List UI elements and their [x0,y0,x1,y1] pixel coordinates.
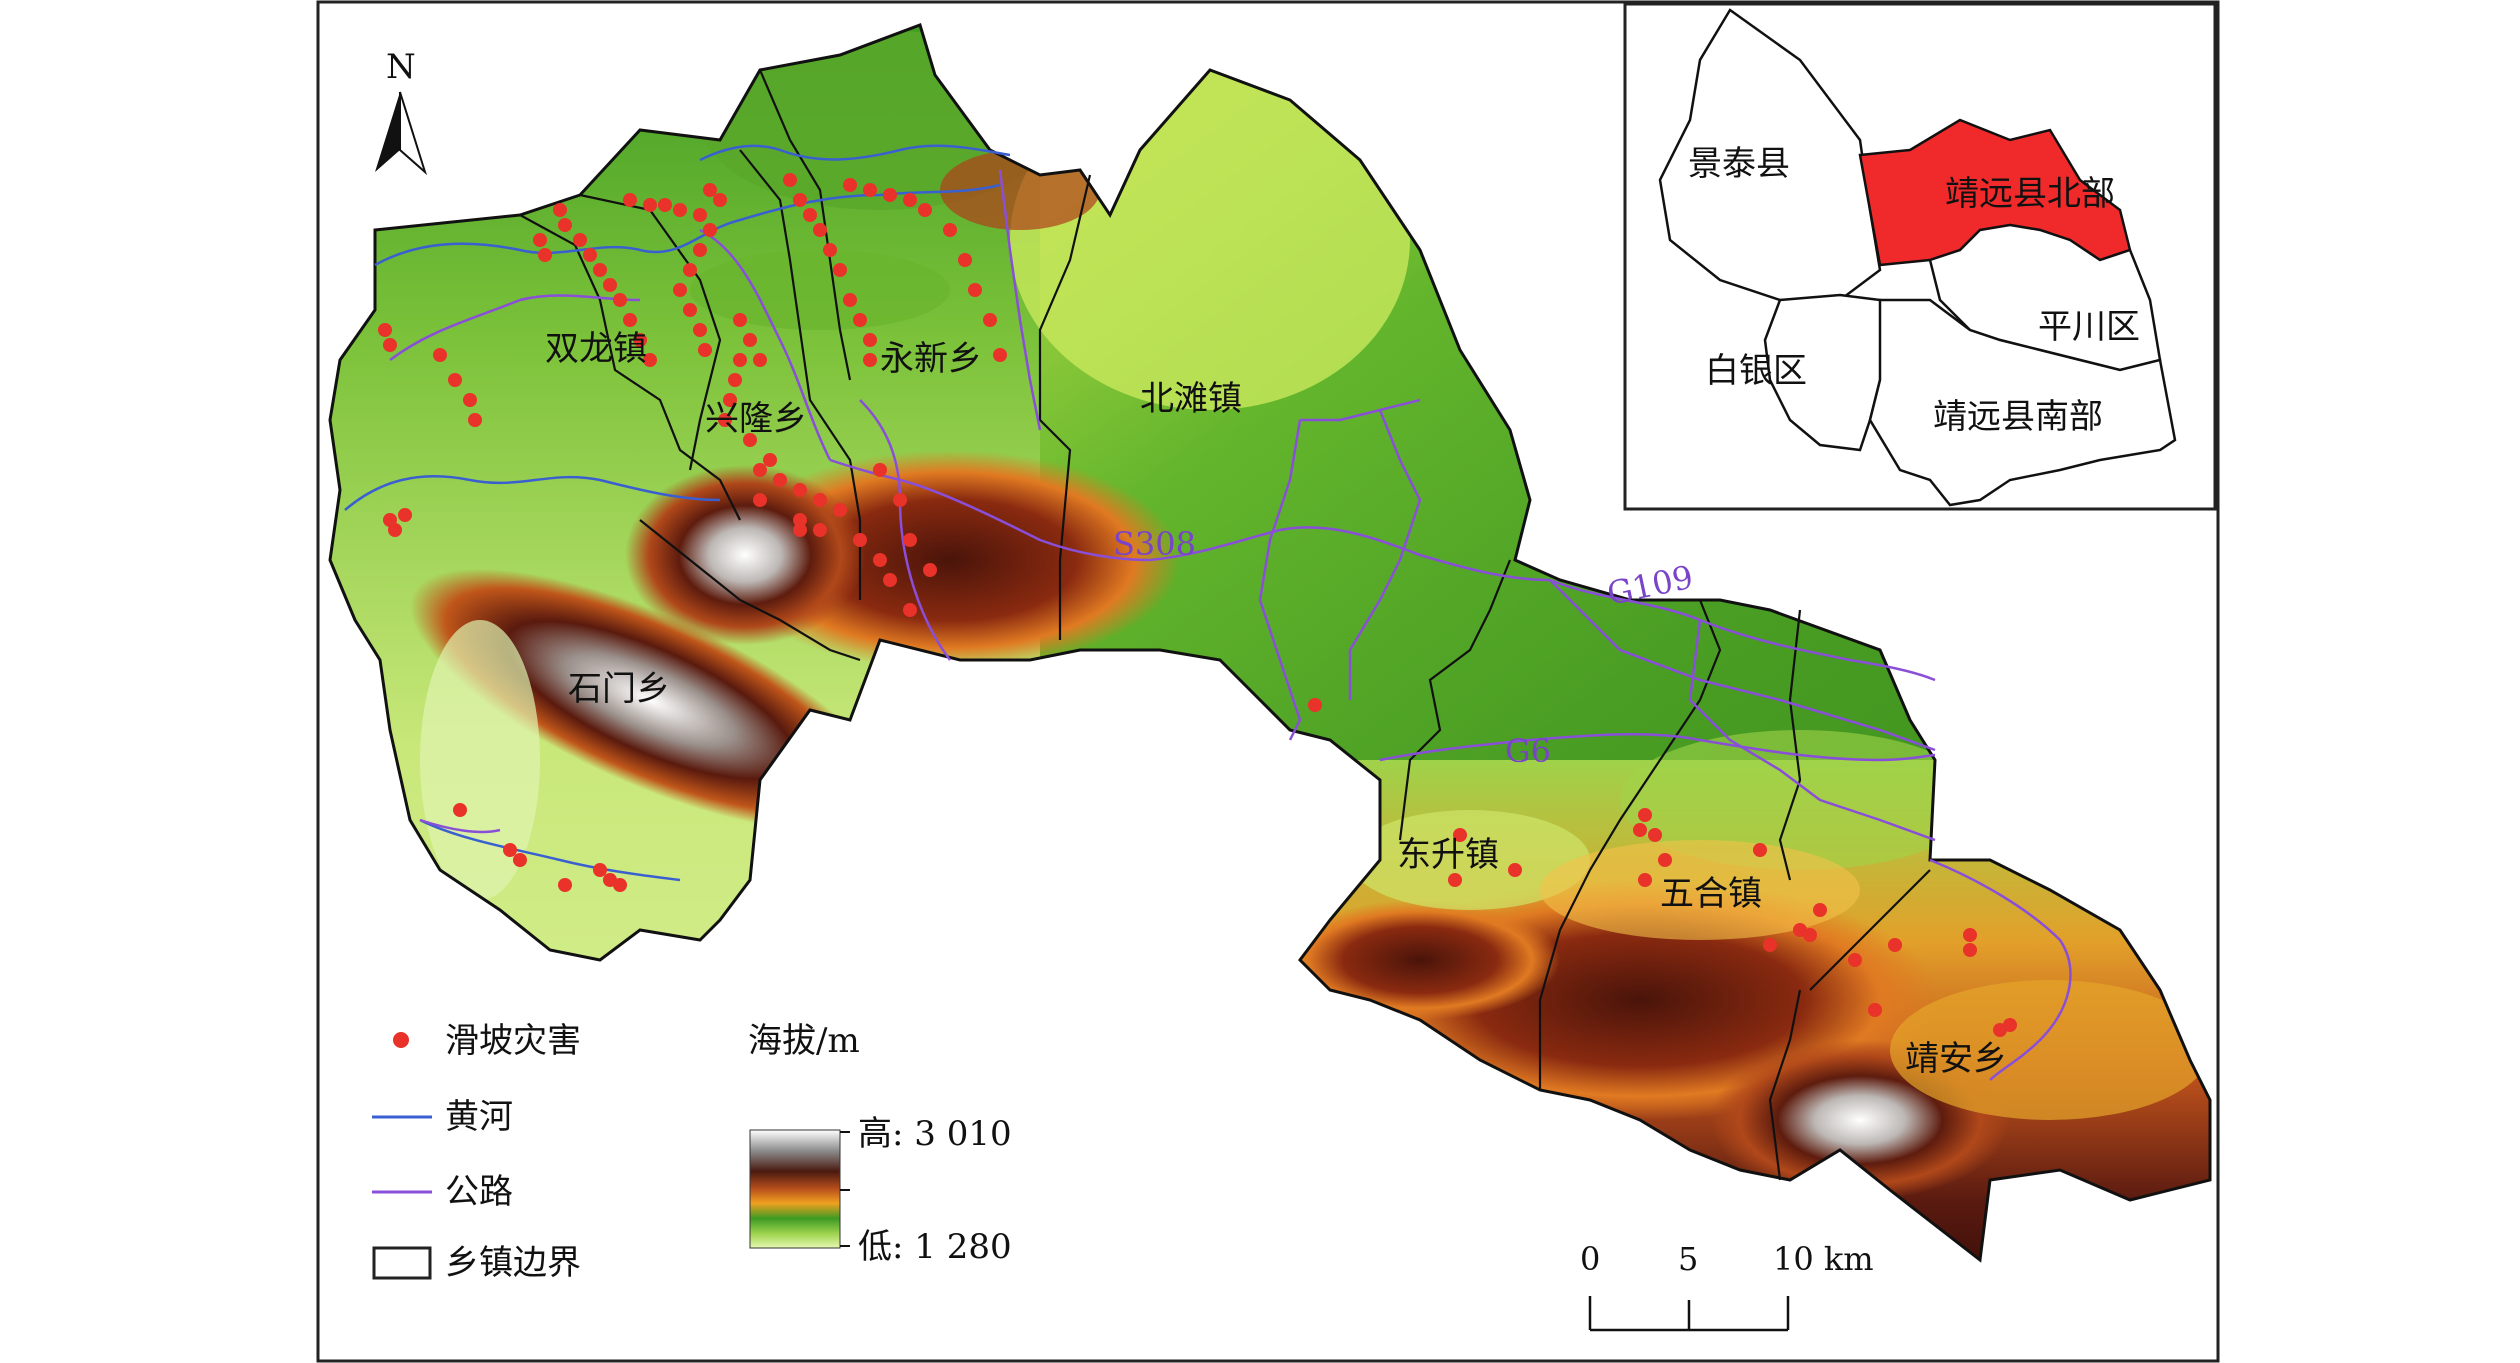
north-arrow: N [375,47,428,176]
town-label: 五合镇 [1660,874,1762,914]
inset-region-jingyuan-south [1868,298,2177,507]
scale-bar: 0 5 10 km [1580,1240,1874,1332]
town-label: 东升镇 [1397,835,1499,875]
town-label: 北滩镇 [1140,379,1242,419]
legend-label: 黄河 [445,1097,513,1137]
inset-label: 白银区 [1705,351,1807,391]
elevation-low-label: 低: 1 280 [858,1227,1012,1267]
landslide-points [378,173,2017,1037]
town-label: 双龙镇 [545,329,647,369]
scale-tick-label: 0 [1580,1240,1600,1278]
legend-landslide-symbol [393,1032,409,1048]
legend-label: 乡镇边界 [445,1243,581,1283]
map-legend: 滑坡灾害 黄河 公路 乡镇边界 海拔/m 高: 3 010 低: 1 280 [372,1021,1012,1283]
inset-label: 景泰县 [1688,144,1790,184]
inset-label: 平川区 [2038,307,2140,347]
road-label: G6 [1505,732,1551,770]
elevation-high-label: 高: 3 010 [858,1114,1012,1154]
road-label: S308 [1113,525,1196,563]
scale-tick-label: 10 km [1773,1240,1874,1278]
legend-label: 滑坡灾害 [445,1021,581,1061]
legend-label: 公路 [445,1172,513,1212]
inset-label: 靖远县北部 [1945,174,2115,214]
inset-map: 景泰县 靖远县北部 平川区 白银区 靖远县南部 [1623,2,2217,511]
scale-tick-label: 5 [1678,1240,1698,1278]
map-frame [316,0,2220,1363]
inset-region-baiyin [1763,293,1892,452]
township-boundaries [519,69,1931,1181]
elevation-title: 海拔/m [748,1021,860,1061]
legend-boundary-symbol [372,1246,432,1280]
town-label: 靖安乡 [1905,1039,2007,1079]
town-label: 兴隆乡 [705,399,807,439]
inset-label: 靖远县南部 [1933,397,2103,437]
town-label: 永新乡 [880,339,982,379]
town-label: 石门乡 [568,669,670,709]
north-arrow-label: N [386,47,416,87]
elevation-ramp [749,1129,841,1249]
town-labels: 双龙镇 兴隆乡 永新乡 北滩镇 石门乡 东升镇 五合镇 靖安乡 [545,329,2007,1079]
